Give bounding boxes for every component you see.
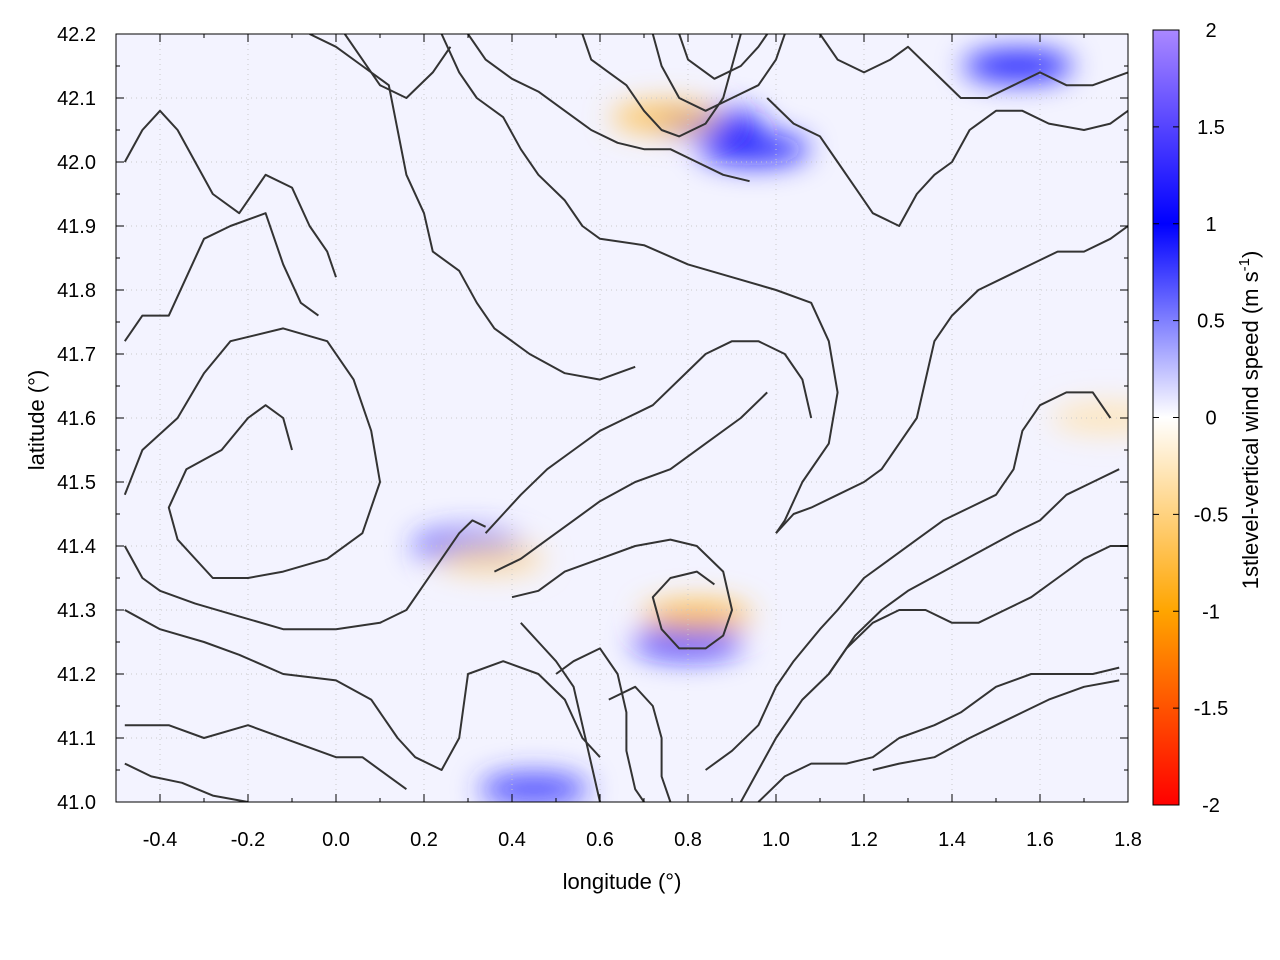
colorbar-tick-label: -1 bbox=[1202, 601, 1220, 623]
updraft-region bbox=[963, 50, 1073, 82]
x-tick-label: 0.4 bbox=[498, 829, 526, 851]
y-tick-label: 41.3 bbox=[57, 600, 96, 622]
colorbar-tick-label: 1.5 bbox=[1197, 117, 1225, 139]
terrain-contour-line bbox=[493, 391, 768, 573]
colorbar-tick-label: 0.5 bbox=[1197, 311, 1225, 333]
x-tick-label: 1.6 bbox=[1026, 829, 1054, 851]
terrain-contour-line bbox=[520, 622, 601, 802]
y-tick-label: 41.4 bbox=[57, 536, 96, 558]
terrain-contour-line bbox=[678, 34, 769, 80]
terrain-contours bbox=[123, 34, 1128, 802]
wind-field-shading bbox=[413, 50, 1128, 802]
terrain-contour-line bbox=[775, 225, 1128, 534]
updraft-region bbox=[699, 133, 809, 166]
colorbar-label: 1stlevel-vertical wind speed (m s-1) bbox=[1236, 251, 1263, 590]
terrain-contour-line bbox=[872, 679, 1120, 771]
colorbar-tick-label: -2 bbox=[1202, 795, 1220, 817]
colorbar-tick-label: 2 bbox=[1205, 20, 1216, 42]
x-axis-label: longitude (°) bbox=[563, 869, 682, 894]
y-tick-label: 41.2 bbox=[57, 664, 96, 686]
y-tick-label: 41.0 bbox=[57, 792, 96, 814]
terrain-contour-line bbox=[123, 109, 337, 278]
colorbar-tick-label: -1.5 bbox=[1194, 698, 1228, 720]
x-tick-label: 1.8 bbox=[1114, 829, 1142, 851]
y-tick-label: 41.9 bbox=[57, 216, 96, 238]
terrain-contour-line bbox=[757, 666, 1120, 802]
terrain-contour-line bbox=[511, 538, 733, 650]
y-tick-label: 41.8 bbox=[57, 280, 96, 302]
terrain-contour-line bbox=[440, 34, 839, 534]
terrain-contour-line bbox=[124, 724, 407, 791]
colorbar-ticks: -2 -1.5 -1 -0.5 0 0.5 1 1.5 2 bbox=[1153, 20, 1228, 817]
terrain-contour-line bbox=[124, 762, 249, 802]
y-tick-label: 42.0 bbox=[57, 152, 96, 174]
terrain-contour-line bbox=[484, 340, 813, 534]
y-tick-label: 41.5 bbox=[57, 472, 96, 494]
colorbar-tick-label: 0 bbox=[1205, 408, 1216, 430]
y-tick-label: 41.6 bbox=[57, 408, 96, 430]
x-tick-label: 1.2 bbox=[850, 829, 878, 851]
colorbar-tick-label: -0.5 bbox=[1194, 504, 1228, 526]
terrain-contour-line bbox=[123, 212, 319, 342]
x-tick-label: 0.8 bbox=[674, 829, 702, 851]
x-tick-label: 0.2 bbox=[410, 829, 438, 851]
x-axis-ticks: -0.4 -0.2 0.0 0.2 0.4 0.6 0.8 1.0 1.2 1.4 1.6 1.8 bbox=[115, 34, 1142, 851]
x-tick-label: 0.6 bbox=[586, 829, 614, 851]
colorbar-label-end: ) bbox=[1238, 251, 1263, 258]
x-tick-label: -0.4 bbox=[143, 829, 177, 851]
terrain-contour-line bbox=[827, 545, 1128, 675]
y-axis-label: latitude (°) bbox=[24, 370, 49, 471]
downdraft-region bbox=[611, 101, 721, 134]
colorbar-label-main: 1stlevel-vertical wind speed (m s bbox=[1238, 271, 1263, 589]
terrain-contour-line bbox=[705, 391, 1112, 771]
y-tick-label: 41.1 bbox=[57, 728, 96, 750]
updraft-region bbox=[633, 626, 743, 658]
y-tick-label: 41.7 bbox=[57, 344, 96, 366]
y-tick-label: 42.1 bbox=[57, 88, 96, 110]
terrain-contour-line bbox=[467, 34, 750, 183]
terrain-contour-line bbox=[123, 519, 487, 631]
downdraft-region bbox=[435, 542, 545, 575]
terrain-contour-line bbox=[766, 97, 1128, 227]
terrain-contour-line bbox=[581, 34, 742, 138]
terrain-contour-line bbox=[343, 34, 452, 99]
x-tick-label: -0.2 bbox=[231, 829, 265, 851]
updraft-region bbox=[479, 773, 589, 802]
terrain-contour-line bbox=[123, 327, 381, 579]
terrain-contour-line bbox=[608, 685, 672, 802]
x-tick-label: 0.0 bbox=[322, 829, 350, 851]
x-tick-label: 1.0 bbox=[762, 829, 790, 851]
downdraft-region bbox=[641, 600, 752, 633]
x-tick-label: 1.4 bbox=[938, 829, 966, 851]
terrain-contour-line bbox=[739, 468, 1120, 802]
colorbar-tick-label: 1 bbox=[1205, 214, 1216, 236]
colorbar-label-superscript: -1 bbox=[1236, 258, 1253, 271]
downdraft-region bbox=[1051, 402, 1128, 434]
y-axis-ticks: 41.0 41.1 41.2 41.3 41.4 41.5 41.6 41.7 41.8 41.9… bbox=[57, 24, 1128, 814]
y-tick-label: 42.2 bbox=[57, 24, 96, 46]
terrain-contour-line bbox=[124, 609, 601, 771]
terrain-contour-line bbox=[819, 34, 1128, 99]
